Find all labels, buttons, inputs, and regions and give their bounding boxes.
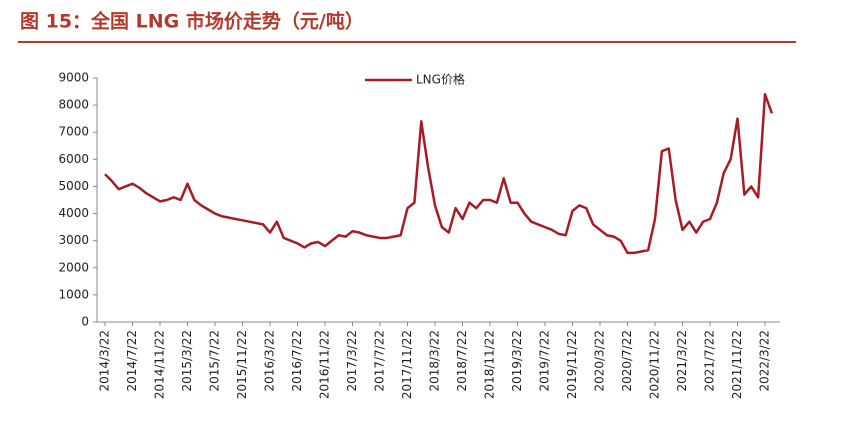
legend-label: LNG价格: [416, 72, 465, 87]
x-tick-label: 2014/7/22: [125, 330, 139, 392]
y-tick-label: 8000: [58, 98, 89, 112]
x-tick-label: 2017/3/22: [345, 330, 359, 392]
x-tick-label: 2020/3/22: [593, 330, 607, 392]
x-tick-label: 2016/7/22: [290, 330, 304, 392]
y-tick-label: 5000: [58, 179, 89, 193]
x-tick-label: 2021/3/22: [675, 330, 689, 392]
x-tick-label: 2016/3/22: [263, 330, 277, 392]
x-tick-label: 2021/11/22: [730, 330, 744, 399]
x-tick-label: 2018/7/22: [455, 330, 469, 392]
x-tick-label: 2015/7/22: [208, 330, 222, 392]
x-tick-label: 2019/7/22: [538, 330, 552, 392]
y-tick-label: 3000: [58, 233, 89, 247]
x-tick-label: 2016/11/22: [318, 330, 332, 399]
x-tick-label: 2015/3/22: [180, 330, 194, 392]
chart-title: 图 15：全国 LNG 市场价走势（元/吨）: [20, 10, 364, 33]
y-tick-label: 2000: [58, 260, 89, 274]
x-tick-label: 2020/11/22: [648, 330, 662, 399]
x-tick-label: 2014/11/22: [153, 330, 167, 399]
x-tick-label: 2022/3/22: [758, 330, 772, 392]
y-tick-label: 6000: [58, 152, 89, 166]
x-tick-label: 2015/11/22: [235, 330, 249, 399]
x-tick-label: 2017/7/22: [373, 330, 387, 392]
y-tick-label: 0: [81, 315, 89, 329]
x-tick-label: 2020/7/22: [620, 330, 634, 392]
y-tick-label: 9000: [58, 71, 89, 85]
x-tick-label: 2014/3/22: [98, 330, 112, 392]
x-tick-label: 2017/11/22: [400, 330, 414, 399]
y-tick-label: 7000: [58, 125, 89, 139]
data-line: [104, 93, 774, 255]
x-tick-label: 2019/3/22: [510, 330, 524, 392]
y-tick-label: 1000: [58, 287, 89, 301]
y-tick-label: 4000: [58, 206, 89, 220]
x-tick-label: 2021/7/22: [703, 330, 717, 392]
x-tick-label: 2018/11/22: [483, 330, 497, 399]
x-tick-label: 2018/3/22: [428, 330, 442, 392]
x-tick-label: 2019/11/22: [565, 330, 579, 399]
